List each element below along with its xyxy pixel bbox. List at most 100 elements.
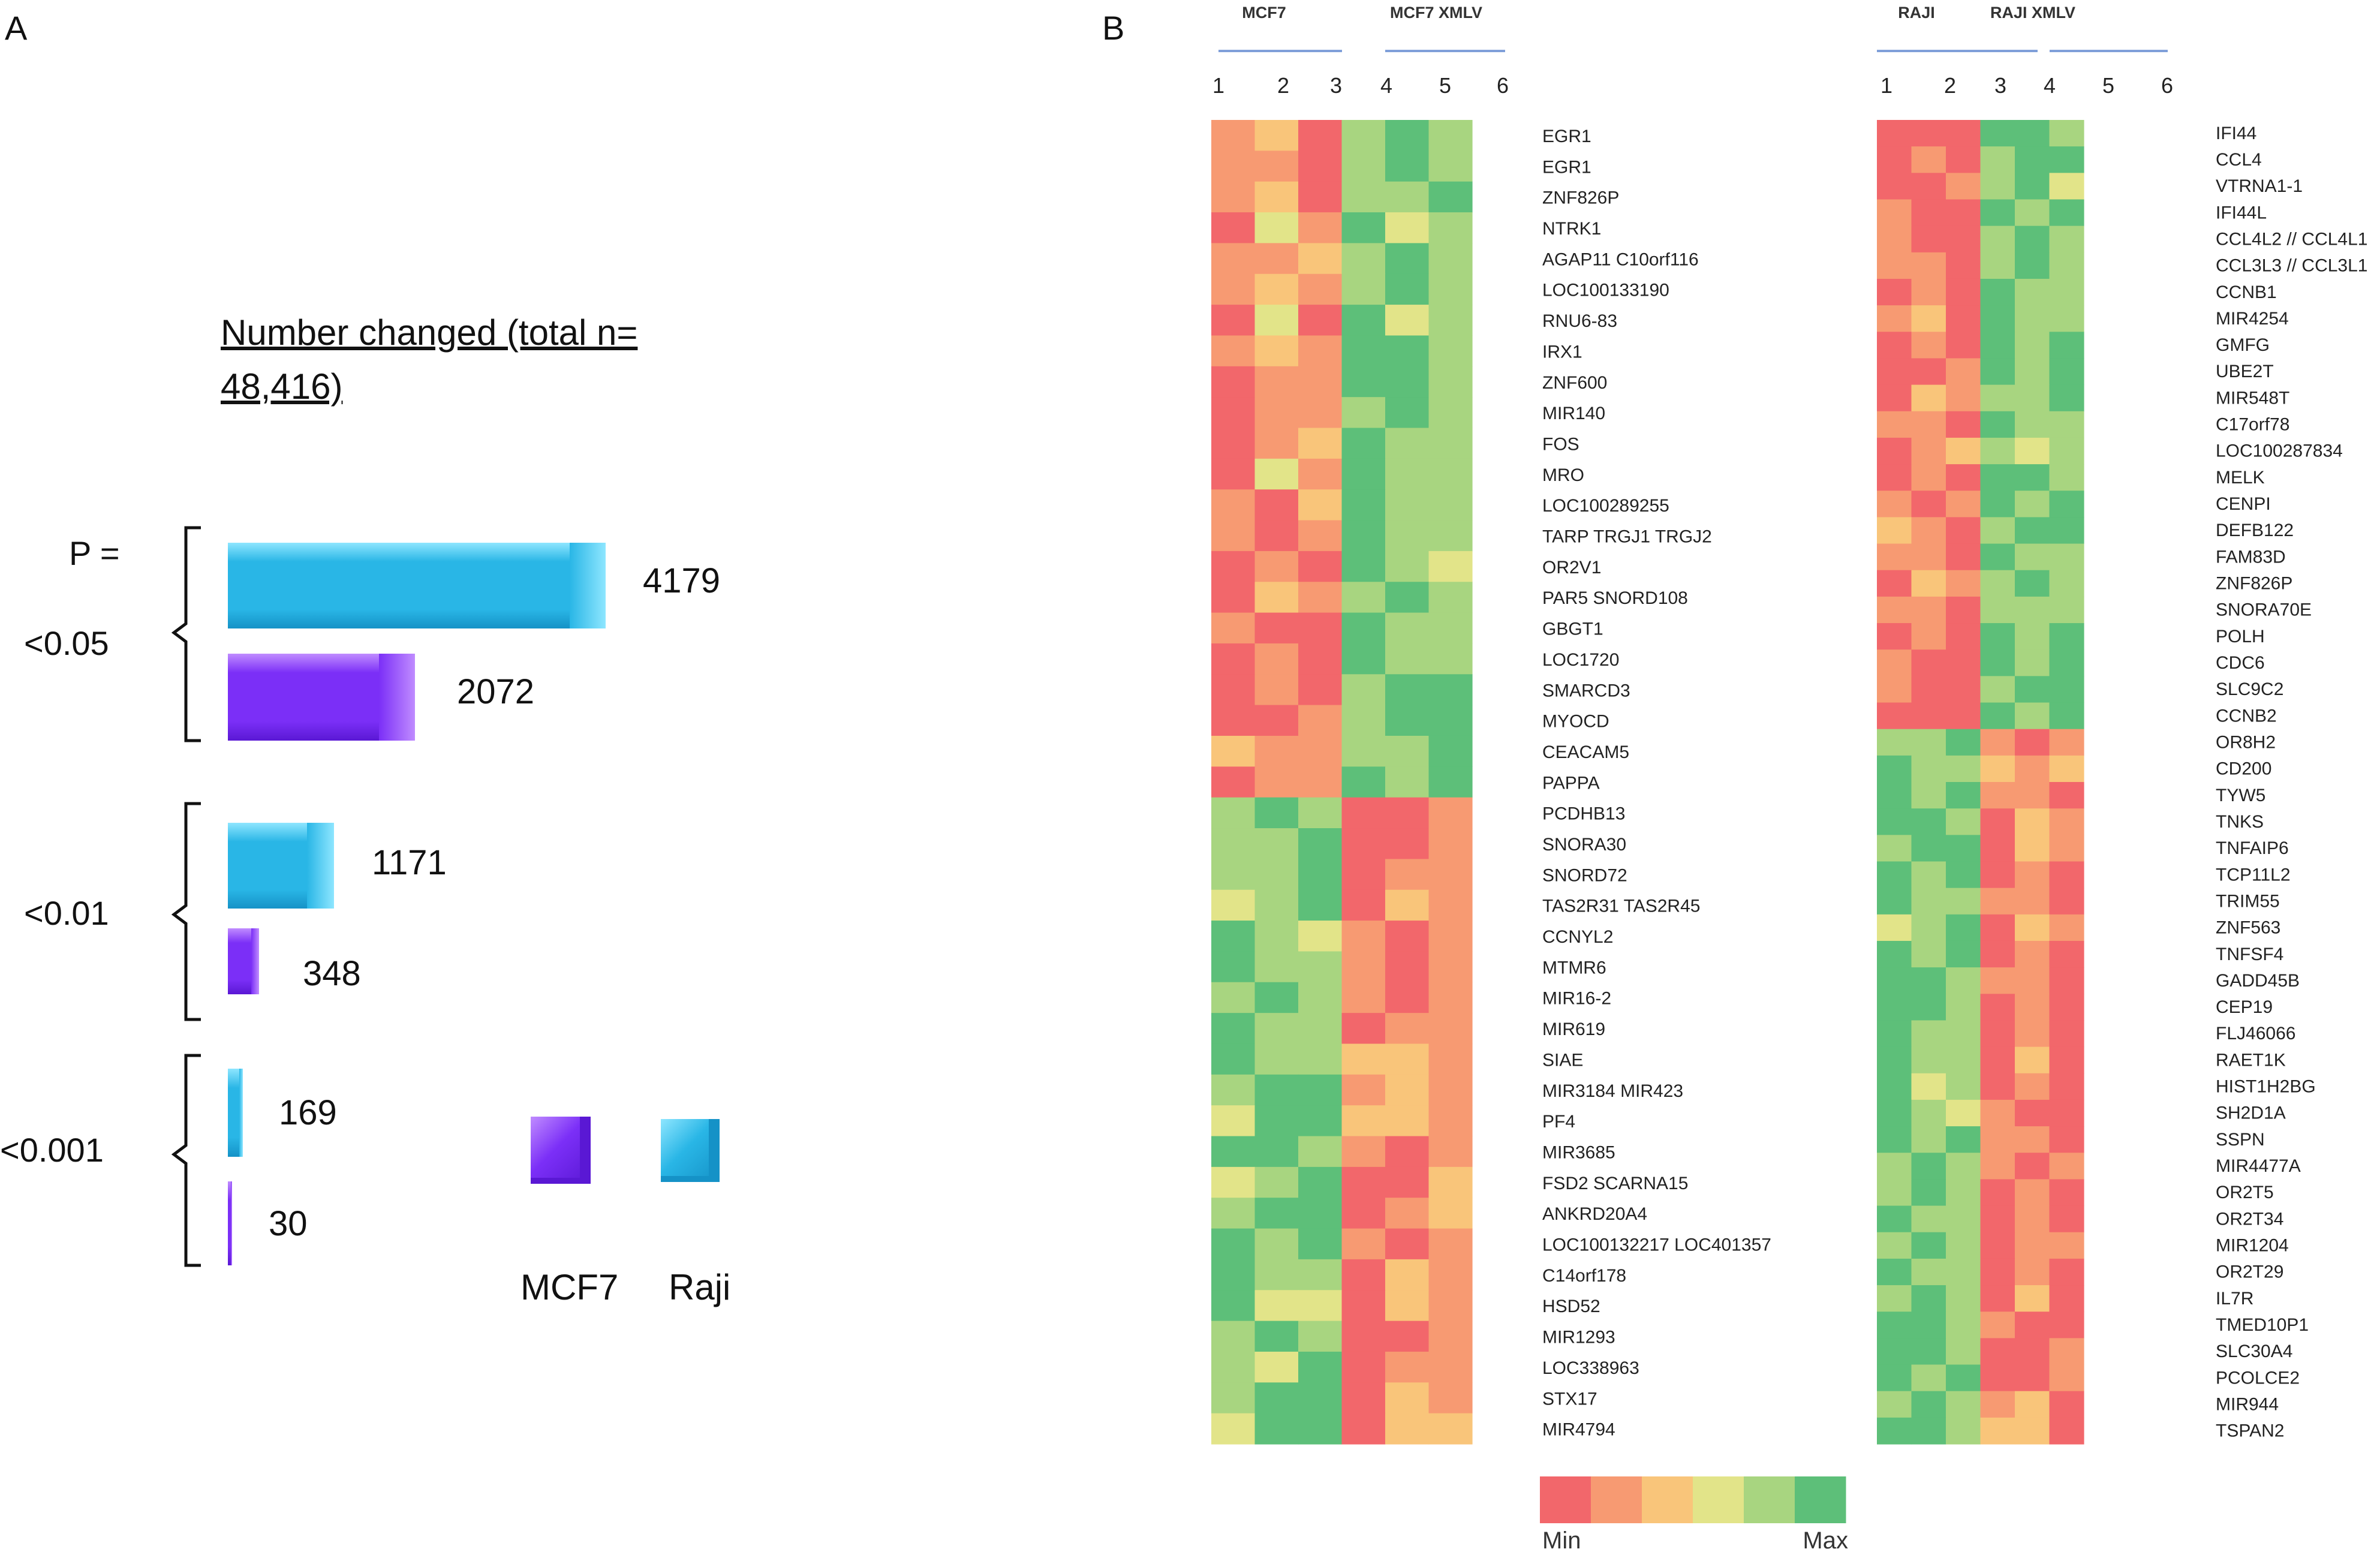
gene-label-1-40: OR2T5 — [2216, 1183, 2274, 1202]
gene-label-1-27: TNFAIP6 — [2216, 838, 2289, 858]
heatmap-cell-1-45-2 — [1946, 1312, 1981, 1339]
heatmap-cell-1-0-4 — [2015, 120, 2050, 147]
heatmap-cell-0-14-2 — [1298, 551, 1343, 582]
heatmap-cell-0-9-2 — [1298, 397, 1343, 429]
heatmap-cell-0-25-0 — [1211, 889, 1256, 921]
heatmap-cell-1-43-0 — [1877, 1258, 1912, 1286]
heatmap-cell-0-20-4 — [1385, 735, 1430, 767]
heatmap-cell-0-11-4 — [1385, 458, 1430, 490]
heatmap-cell-1-33-4 — [2015, 994, 2050, 1021]
gene-label-0-20: CEACAM5 — [1542, 742, 1629, 762]
heatmap-cell-0-7-2 — [1298, 335, 1343, 367]
heatmap-cell-1-24-0 — [1877, 755, 1912, 783]
heatmap-cell-1-19-3 — [1980, 623, 2015, 650]
heatmap-cell-1-12-1 — [1911, 437, 1946, 465]
heatmap-cell-1-46-4 — [2015, 1338, 2050, 1365]
column-label-1-2: 3 — [1994, 73, 2006, 98]
gene-label-0-13: TARP TRGJ1 TRGJ2 — [1542, 527, 1712, 547]
heatmap-cell-1-37-2 — [1946, 1099, 1981, 1127]
gene-label-1-6: CCNB1 — [2216, 282, 2277, 302]
gene-label-0-42: MIR4794 — [1542, 1420, 1615, 1440]
heatmap-cell-1-10-5 — [2049, 384, 2084, 412]
heatmap-cell-0-9-1 — [1254, 397, 1299, 429]
heatmap-cell-1-40-1 — [1911, 1179, 1946, 1207]
heatmap-cell-0-41-4 — [1385, 1382, 1430, 1414]
heatmap-cell-0-2-1 — [1254, 181, 1299, 213]
heatmap-cell-1-22-5 — [2049, 702, 2084, 730]
scale-label-min: Min — [1542, 1527, 1581, 1554]
gene-label-0-35: ANKRD20A4 — [1542, 1204, 1647, 1224]
heatmap-cell-0-32-0 — [1211, 1105, 1256, 1137]
heatmap-cell-0-22-4 — [1385, 797, 1430, 829]
heatmap-cell-1-36-0 — [1877, 1073, 1912, 1100]
heatmap-cell-1-43-3 — [1980, 1258, 2015, 1286]
heatmap-cell-1-39-4 — [2015, 1153, 2050, 1180]
heatmap-cell-0-31-1 — [1254, 1074, 1299, 1106]
heatmap-cell-1-28-0 — [1877, 861, 1912, 889]
heatmap-cell-0-6-5 — [1428, 305, 1473, 336]
heatmap-cell-1-32-0 — [1877, 967, 1912, 994]
bar-raji-1 — [228, 823, 334, 909]
heatmap-cell-1-12-5 — [2049, 437, 2084, 465]
heatmap-cell-0-25-5 — [1428, 889, 1473, 921]
heatmap-cell-0-10-4 — [1385, 428, 1430, 459]
heatmap-cell-0-41-1 — [1254, 1382, 1299, 1414]
gene-label-0-30: SIAE — [1542, 1050, 1583, 1070]
p-level-005: <0.05 — [24, 624, 109, 662]
heatmap-cell-1-0-3 — [1980, 120, 2015, 147]
gene-label-0-18: SMARCD3 — [1542, 681, 1630, 700]
heatmap-cell-0-35-4 — [1385, 1198, 1430, 1229]
heatmap-cell-0-33-0 — [1211, 1136, 1256, 1168]
heatmap-cell-1-2-1 — [1911, 173, 1946, 200]
heatmap-cell-1-0-0 — [1877, 120, 1912, 147]
heatmap-cell-0-19-0 — [1211, 705, 1256, 736]
heatmap-cell-0-9-4 — [1385, 397, 1430, 429]
gene-label-0-1: EGR1 — [1542, 157, 1591, 177]
gene-label-0-12: LOC100289255 — [1542, 496, 1669, 516]
heatmap-cell-0-36-5 — [1428, 1228, 1473, 1260]
heatmap-cell-1-17-4 — [2015, 570, 2050, 597]
heatmap-cell-1-14-0 — [1877, 491, 1912, 518]
heatmap-cell-1-20-0 — [1877, 649, 1912, 676]
heatmap-cell-0-33-2 — [1298, 1136, 1343, 1168]
chart-title-line-2: 48,416) — [221, 366, 343, 407]
gene-label-1-24: CD200 — [2216, 759, 2271, 779]
heatmap-cell-1-45-4 — [2015, 1312, 2050, 1339]
heatmap-cell-0-38-2 — [1298, 1290, 1343, 1322]
gene-label-0-3: NTRK1 — [1542, 219, 1601, 239]
heatmap-cell-1-16-4 — [2015, 543, 2050, 571]
heatmap-cell-0-37-0 — [1211, 1259, 1256, 1291]
heatmap-cell-0-7-5 — [1428, 335, 1473, 367]
heatmap-cell-1-26-4 — [2015, 808, 2050, 835]
heatmap-cell-1-37-3 — [1980, 1099, 2015, 1127]
heatmap-cell-0-20-0 — [1211, 735, 1256, 767]
heatmap-cell-0-5-4 — [1385, 273, 1430, 305]
heatmap-cell-0-30-4 — [1385, 1043, 1430, 1075]
gene-label-1-26: TNKS — [2216, 812, 2264, 832]
heatmap-cell-0-28-0 — [1211, 982, 1256, 1013]
heatmap-cell-1-9-5 — [2049, 358, 2084, 386]
heatmap-cell-0-28-2 — [1298, 982, 1343, 1013]
gene-label-0-16: GBGT1 — [1542, 619, 1603, 639]
heatmap-cell-0-34-4 — [1385, 1166, 1430, 1198]
heatmap-cell-1-2-2 — [1946, 173, 1981, 200]
heatmap-cell-1-33-3 — [1980, 994, 2015, 1021]
heatmap-cell-0-12-0 — [1211, 489, 1256, 521]
heatmap-cell-1-24-5 — [2049, 755, 2084, 783]
heatmap-cell-1-33-0 — [1877, 994, 1912, 1021]
heatmap-cell-0-31-0 — [1211, 1074, 1256, 1106]
gene-label-1-0: IFI44 — [2216, 124, 2256, 143]
scale-label-max: Max — [1803, 1527, 1848, 1554]
heatmap-cell-0-30-0 — [1211, 1043, 1256, 1075]
legend-label-raji: Raji — [669, 1267, 731, 1307]
gene-label-0-37: C14orf178 — [1542, 1266, 1626, 1286]
heatmap-cell-0-14-0 — [1211, 551, 1256, 582]
heatmap-cell-0-34-1 — [1254, 1166, 1299, 1198]
heatmap-cell-1-26-0 — [1877, 808, 1912, 835]
heatmap-cell-1-3-2 — [1946, 199, 1981, 227]
heatmap-cell-1-47-0 — [1877, 1364, 1912, 1392]
gene-label-1-38: SSPN — [2216, 1130, 2265, 1150]
heatmap-cell-0-38-3 — [1341, 1290, 1386, 1322]
column-label-1-3: 4 — [2044, 73, 2056, 98]
heatmap-cell-0-4-1 — [1254, 243, 1299, 275]
